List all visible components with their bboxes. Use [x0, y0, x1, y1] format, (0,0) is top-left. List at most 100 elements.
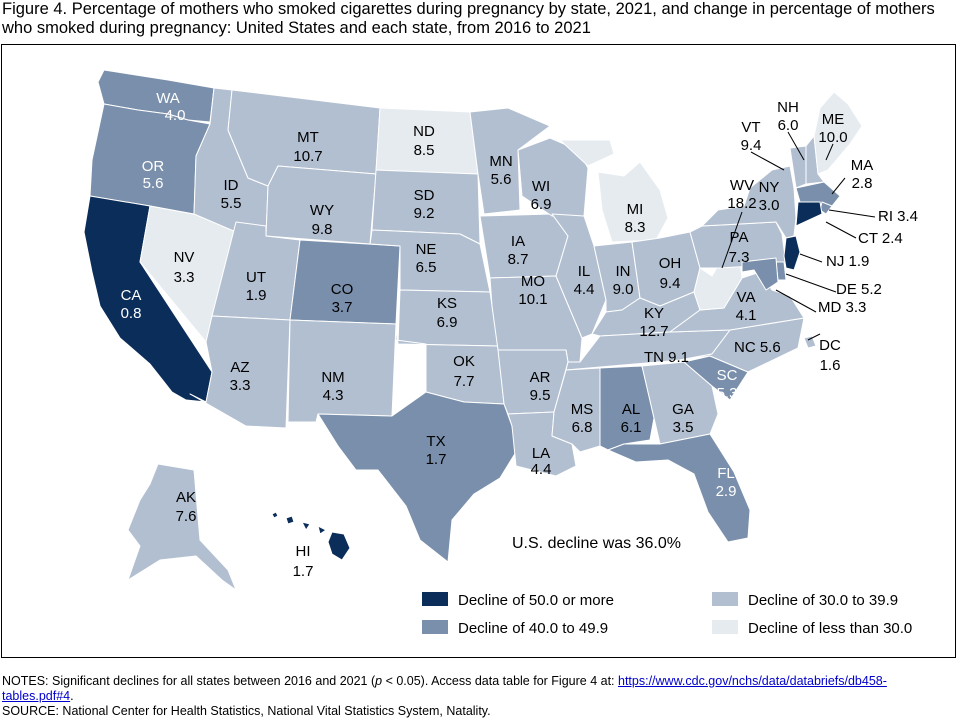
state-value-la: 4.4	[531, 461, 552, 478]
state-value-wa: 4.0	[165, 107, 186, 124]
notes-text-mid: < 0.05). Access data table for Figure 4 …	[382, 674, 618, 688]
state-value-pa: 7.3	[729, 249, 750, 266]
state-label-id: ID	[224, 177, 239, 194]
state-label-ne: NE	[416, 241, 437, 258]
state-value-mo: 10.1	[518, 291, 547, 308]
state-value-fl: 2.9	[716, 483, 737, 500]
state-label-nd: ND	[413, 123, 435, 140]
state-value-nm: 4.3	[323, 387, 344, 404]
source-text: SOURCE: National Center for Health Stati…	[2, 704, 491, 718]
state-label-ca: CA	[121, 287, 142, 304]
state-value-ms: 6.8	[572, 419, 593, 436]
legend-label-c30: Decline of 30.0 to 39.9	[748, 592, 898, 609]
leader-line	[831, 177, 846, 195]
leader-line	[775, 289, 817, 313]
state-label-ak: AK	[176, 489, 196, 506]
legend-label-c40: Decline of 40.0 to 49.9	[458, 620, 608, 637]
state-value-wi: 6.9	[531, 196, 552, 213]
state-value-ok: 7.7	[454, 373, 475, 390]
state-hi	[271, 511, 351, 561]
state-label-oh: OH	[659, 255, 682, 272]
us-decline-label: U.S. decline was 36.0%	[512, 535, 681, 552]
state-value-in: 9.0	[613, 281, 634, 298]
state-value-wv: 18.2	[727, 195, 756, 212]
state-label-wi: WI	[532, 178, 550, 195]
state-value-mn: 5.6	[491, 171, 512, 188]
state-nj	[783, 235, 801, 271]
state-value-ca: 0.8	[121, 305, 142, 322]
state-md	[741, 257, 779, 291]
state-value-me: 10.0	[818, 129, 847, 146]
state-label-va: VA	[737, 289, 756, 306]
state-ak	[127, 463, 237, 591]
state-label-ct: CT 2.4	[858, 230, 903, 247]
state-value-id: 5.5	[221, 195, 242, 212]
state-nd	[375, 107, 479, 175]
state-value-ne: 6.5	[416, 259, 437, 276]
leader-line	[750, 151, 785, 171]
state-value-ks: 6.9	[437, 314, 458, 331]
state-value-ar: 9.5	[530, 387, 551, 404]
notes-text: NOTES: Significant declines for all stat…	[2, 674, 376, 688]
state-label-ok: OK	[453, 353, 475, 370]
state-value-nd: 8.5	[414, 142, 435, 159]
leader-line	[721, 211, 743, 269]
state-label-wv: WV	[730, 177, 754, 194]
state-nh	[805, 135, 825, 185]
state-value-oh: 9.4	[660, 275, 681, 292]
state-label-dc: DC	[819, 337, 841, 354]
state-value-al: 6.1	[621, 419, 642, 436]
state-label-ia: IA	[511, 233, 525, 250]
state-az	[189, 315, 291, 429]
state-value-va: 4.1	[736, 307, 757, 324]
state-value-co: 3.7	[332, 299, 353, 316]
state-value-mi: 8.3	[625, 219, 646, 236]
state-label-nv: NV	[174, 249, 195, 266]
state-mi	[559, 139, 669, 243]
state-label-md: MD 3.3	[818, 299, 866, 316]
state-label-mt: MT	[297, 129, 319, 146]
state-label-mo: MO	[521, 273, 545, 290]
data-table-link[interactable]: https://www.cdc.gov/nchs/data/databriefs…	[2, 674, 887, 703]
leader-line	[828, 209, 876, 218]
state-label-ar: AR	[530, 369, 551, 386]
state-label-pa: PA	[730, 229, 749, 246]
state-label-hi: HI	[296, 543, 311, 560]
state-label-nj: NJ 1.9	[826, 253, 869, 270]
state-dc	[803, 335, 817, 349]
state-value-ut: 1.9	[246, 287, 267, 304]
state-label-sc: SC	[717, 367, 738, 384]
notes: NOTES: Significant declines for all stat…	[2, 674, 958, 719]
state-label-or: OR	[142, 158, 165, 175]
state-value-mt: 10.7	[293, 148, 322, 165]
state-mn	[469, 107, 551, 215]
state-value-ky: 12.7	[639, 323, 668, 340]
state-ma	[795, 181, 841, 207]
state-value-ny: 3.0	[759, 197, 780, 214]
leader-line	[787, 131, 805, 161]
state-value-ga: 3.5	[673, 419, 694, 436]
state-label-ga: GA	[672, 401, 694, 418]
state-label-il: IL	[578, 263, 591, 280]
state-label-tn: TN 9.1	[644, 349, 689, 366]
state-value-hi: 1.7	[293, 563, 314, 580]
state-value-wy: 9.8	[312, 221, 333, 238]
state-value-ia: 8.7	[508, 251, 529, 268]
state-label-co: CO	[331, 281, 354, 298]
state-value-tx: 1.7	[426, 451, 447, 468]
figure-title: Figure 4. Percentage of mothers who smok…	[2, 0, 935, 37]
state-label-az: AZ	[230, 359, 249, 376]
state-wi	[517, 137, 589, 217]
state-tx	[317, 391, 517, 563]
leader-line	[785, 273, 837, 293]
leader-line	[799, 253, 823, 263]
state-value-sc: 5.3	[717, 385, 738, 402]
state-il	[551, 213, 607, 339]
state-label-fl: FL	[717, 465, 735, 482]
state-label-nc: NC 5.6	[734, 339, 781, 356]
state-value-or: 5.6	[143, 175, 164, 192]
state-fl	[607, 433, 751, 543]
state-label-nm: NM	[321, 369, 344, 386]
legend-swatch-c50	[422, 592, 448, 606]
state-label-la: LA	[532, 445, 550, 462]
